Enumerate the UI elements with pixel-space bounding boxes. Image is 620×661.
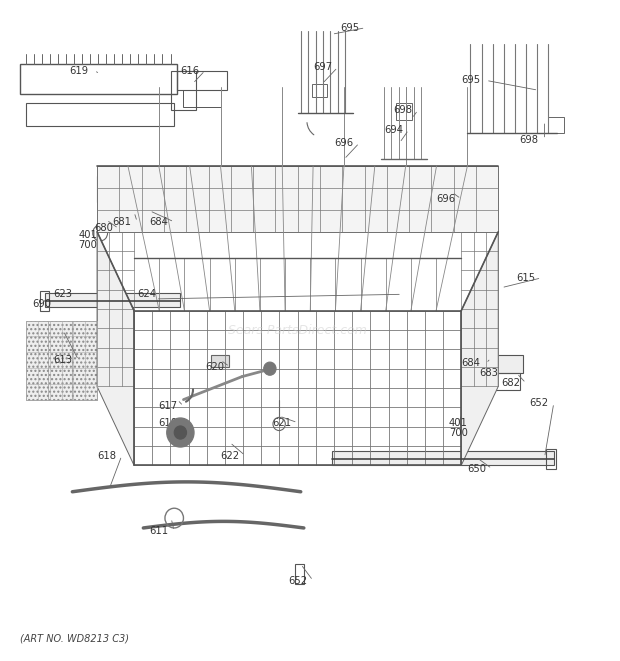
Text: 624: 624 (137, 290, 156, 299)
Bar (548, 116, 564, 133)
Bar (294, 564, 304, 584)
Bar (171, 71, 196, 110)
Bar (546, 449, 556, 469)
Polygon shape (97, 166, 498, 232)
Text: 401: 401 (78, 230, 97, 240)
Bar (45, 293, 180, 307)
Text: Sears PartsDirect.com: Sears PartsDirect.com (228, 324, 367, 337)
Bar (97, 176, 149, 202)
Bar (211, 355, 229, 367)
Text: 684: 684 (461, 358, 480, 368)
Bar (177, 71, 227, 91)
Circle shape (264, 362, 276, 375)
Polygon shape (97, 232, 134, 465)
Text: 696: 696 (436, 194, 455, 204)
Text: 617: 617 (159, 401, 177, 411)
Text: 698: 698 (520, 135, 539, 145)
Text: 690: 690 (32, 299, 51, 309)
Text: 700: 700 (78, 240, 97, 250)
Text: 611: 611 (149, 526, 169, 536)
Text: 618: 618 (97, 451, 116, 461)
Text: 613: 613 (53, 355, 73, 365)
Text: 615: 615 (516, 273, 536, 283)
Bar (20, 64, 177, 94)
Text: 684: 684 (149, 217, 168, 227)
Polygon shape (461, 232, 498, 465)
Circle shape (167, 418, 194, 447)
Bar (26, 321, 97, 400)
Text: 619: 619 (69, 65, 88, 75)
Text: 698: 698 (393, 105, 412, 115)
Text: 401: 401 (449, 418, 467, 428)
Bar (396, 103, 412, 120)
Text: 681: 681 (112, 217, 131, 227)
Text: (ART NO. WD8213 C3): (ART NO. WD8213 C3) (20, 633, 129, 643)
Text: 700: 700 (449, 428, 467, 438)
Text: 697: 697 (312, 62, 332, 72)
Bar (471, 355, 523, 373)
Text: 694: 694 (384, 125, 403, 135)
Text: 616: 616 (180, 65, 199, 75)
Bar (40, 291, 49, 311)
Text: 682: 682 (501, 378, 520, 388)
Bar (26, 103, 174, 126)
Text: 695: 695 (340, 22, 360, 32)
Text: 621: 621 (273, 418, 292, 428)
Text: 695: 695 (461, 75, 480, 85)
Text: 680: 680 (94, 223, 113, 233)
Text: 623: 623 (53, 290, 73, 299)
Text: 610: 610 (159, 418, 177, 428)
Bar (184, 91, 221, 106)
Bar (122, 200, 149, 219)
Text: 622: 622 (220, 451, 239, 461)
Bar (312, 84, 327, 97)
Text: 650: 650 (467, 464, 486, 474)
Text: 620: 620 (205, 362, 224, 371)
Circle shape (174, 426, 187, 439)
Text: 652: 652 (529, 398, 548, 408)
Bar (477, 373, 520, 390)
Text: 652: 652 (288, 576, 308, 586)
Text: 696: 696 (334, 138, 353, 148)
Bar (332, 451, 554, 465)
Text: 683: 683 (479, 368, 498, 378)
